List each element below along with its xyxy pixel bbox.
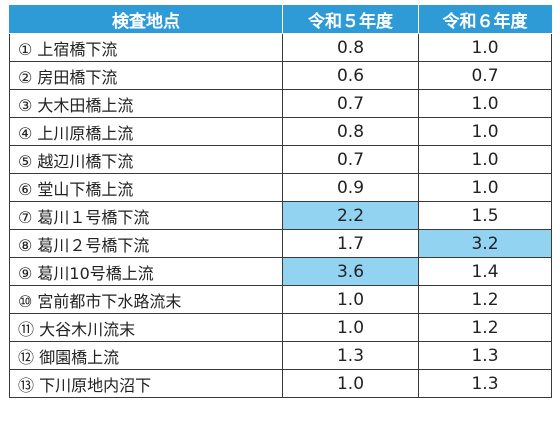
r6-value-cell: 1.0 — [418, 173, 552, 202]
r6-value-cell: 1.5 — [418, 201, 552, 230]
site-name-cell: ③ 大木田橋上流 — [9, 89, 283, 118]
r6-value-cell: 0.7 — [418, 61, 552, 90]
header-r5: 令和５年度 — [282, 5, 419, 34]
site-name-cell: ⑩ 宮前都市下水路流末 — [9, 285, 283, 314]
measurement-table: 検査地点 令和５年度 令和６年度 ① 上宿橋下流 0.8 1.0 ② 房田橋下流 0.6… — [9, 5, 552, 398]
site-name-cell: ⑬ 下川原地内沼下 — [9, 369, 283, 398]
r5-value-cell: 0.7 — [282, 145, 419, 174]
table-row: ⑨ 葛川10号橋上流 3.6 1.4 — [9, 257, 552, 286]
r5-value-cell: 0.8 — [282, 117, 419, 146]
r6-value-cell: 1.2 — [418, 313, 552, 342]
r6-value-cell: 1.0 — [418, 33, 552, 62]
r5-value-cell: 1.7 — [282, 229, 419, 258]
r5-value-cell: 0.9 — [282, 173, 419, 202]
site-name-cell: ⑪ 大谷木川流末 — [9, 313, 283, 342]
r5-value-cell: 0.7 — [282, 89, 419, 118]
table-row: ② 房田橋下流 0.6 0.7 — [9, 61, 552, 90]
table-row: ⑪ 大谷木川流末 1.0 1.2 — [9, 313, 552, 342]
r5-value-cell: 0.8 — [282, 33, 419, 62]
r5-value-cell: 2.2 — [282, 201, 419, 230]
r6-value-cell: 1.0 — [418, 89, 552, 118]
r5-value-cell: 1.3 — [282, 341, 419, 370]
site-name-cell: ① 上宿橋下流 — [9, 33, 283, 62]
table-body: ① 上宿橋下流 0.8 1.0 ② 房田橋下流 0.6 0.7 ③ 大木田橋上流 0.7 1.0… — [9, 33, 552, 398]
table-row: ③ 大木田橋上流 0.7 1.0 — [9, 89, 552, 118]
site-name-cell: ⑧ 葛川２号橋下流 — [9, 229, 283, 258]
site-name-cell: ⑦ 葛川１号橋下流 — [9, 201, 283, 230]
table-header-row: 検査地点 令和５年度 令和６年度 — [9, 5, 552, 34]
table-row: ⑬ 下川原地内沼下 1.0 1.3 — [9, 369, 552, 398]
r6-value-cell: 1.4 — [418, 257, 552, 286]
site-name-cell: ⑥ 堂山下橋上流 — [9, 173, 283, 202]
table-row: ⑫ 御園橋上流 1.3 1.3 — [9, 341, 552, 370]
r6-value-cell: 1.3 — [418, 369, 552, 398]
site-name-cell: ⑨ 葛川10号橋上流 — [9, 257, 283, 286]
r5-value-cell: 1.0 — [282, 313, 419, 342]
r6-value-cell: 1.2 — [418, 285, 552, 314]
table-row: ⑧ 葛川２号橋下流 1.7 3.2 — [9, 229, 552, 258]
table-row: ⑥ 堂山下橋上流 0.9 1.0 — [9, 173, 552, 202]
table-row: ① 上宿橋下流 0.8 1.0 — [9, 33, 552, 62]
header-r6: 令和６年度 — [418, 5, 552, 34]
r6-value-cell: 1.0 — [418, 117, 552, 146]
r6-value-cell: 1.3 — [418, 341, 552, 370]
site-name-cell: ⑫ 御園橋上流 — [9, 341, 283, 370]
table-row: ⑦ 葛川１号橋下流 2.2 1.5 — [9, 201, 552, 230]
site-name-cell: ② 房田橋下流 — [9, 61, 283, 90]
r5-value-cell: 3.6 — [282, 257, 419, 286]
r6-value-cell: 1.0 — [418, 145, 552, 174]
r5-value-cell: 1.0 — [282, 369, 419, 398]
r5-value-cell: 1.0 — [282, 285, 419, 314]
site-name-cell: ⑤ 越辺川橋下流 — [9, 145, 283, 174]
r6-value-cell: 3.2 — [418, 229, 552, 258]
r5-value-cell: 0.6 — [282, 61, 419, 90]
table-row: ④ 上川原橋上流 0.8 1.0 — [9, 117, 552, 146]
table-row: ⑤ 越辺川橋下流 0.7 1.0 — [9, 145, 552, 174]
table-row: ⑩ 宮前都市下水路流末 1.0 1.2 — [9, 285, 552, 314]
header-site: 検査地点 — [9, 5, 283, 34]
site-name-cell: ④ 上川原橋上流 — [9, 117, 283, 146]
